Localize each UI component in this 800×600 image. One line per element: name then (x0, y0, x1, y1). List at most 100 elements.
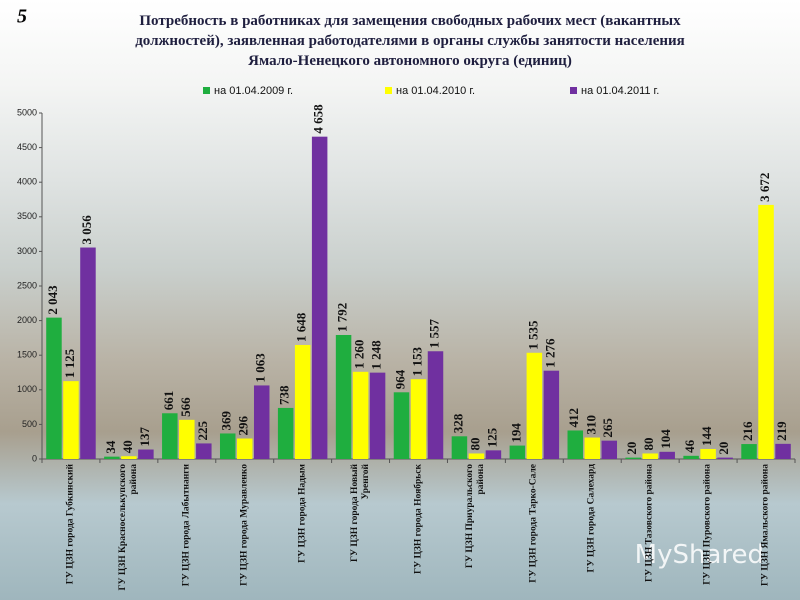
legend-swatch (385, 87, 392, 94)
y-tick-label: 1500 (17, 350, 37, 360)
bar (775, 443, 791, 459)
data-label: 1 063 (253, 353, 268, 383)
bar (717, 457, 733, 459)
x-tick-label: ГУ ЦЗН города Лабытнанги (181, 464, 192, 587)
bar (46, 317, 62, 459)
data-label: 1 792 (335, 303, 350, 332)
data-label: 3 056 (79, 215, 94, 245)
slide-number: 5 (17, 6, 27, 28)
data-label: 1 557 (426, 319, 441, 349)
y-tick-label: 5000 (17, 107, 37, 117)
y-tick-label: 3000 (17, 246, 37, 256)
data-label: 219 (774, 421, 789, 441)
data-label: 80 (467, 437, 482, 450)
data-label: 310 (583, 415, 598, 435)
bar (179, 419, 195, 459)
data-label: 34 (103, 440, 118, 454)
data-label: 144 (699, 426, 714, 446)
data-label: 1 260 (352, 340, 367, 369)
bar (758, 204, 774, 459)
legend-label: на 01.04.2010 г. (396, 85, 475, 97)
bar (642, 453, 658, 459)
bar (451, 436, 468, 459)
x-tick-label: ГУ ЦЗН Тазовского района (644, 464, 655, 582)
y-tick-label: 4000 (17, 177, 37, 187)
data-label: 566 (178, 397, 193, 417)
x-tick-label: ГУ ЦЗН города Новый Уренгой (349, 464, 371, 563)
y-tick-label: 2000 (17, 315, 37, 325)
bar (567, 430, 584, 459)
bar (526, 352, 543, 459)
bar (104, 456, 120, 459)
watermark: MyShared (634, 540, 764, 570)
data-label: 1 125 (62, 348, 77, 378)
bar (468, 453, 485, 459)
x-tick-label: ГУ ЦЗН города Губкинский (65, 464, 76, 585)
data-label: 1 648 (294, 312, 309, 342)
bar (601, 440, 618, 459)
data-label: 137 (137, 427, 152, 447)
data-label: 216 (740, 421, 755, 441)
bar (335, 334, 352, 459)
data-label: 1 535 (525, 320, 540, 350)
data-label: 296 (236, 416, 251, 436)
y-tick-label: 3500 (17, 211, 37, 221)
bar (485, 450, 502, 459)
data-label: 20 (624, 442, 639, 455)
legend-label: на 01.04.2009 г. (214, 85, 293, 97)
y-tick-label: 500 (22, 419, 37, 429)
data-label: 104 (658, 429, 673, 449)
data-label: 20 (716, 442, 731, 455)
bar (625, 457, 641, 459)
data-label: 80 (641, 437, 656, 450)
data-label: 1 276 (542, 338, 557, 368)
data-label: 1 248 (369, 340, 384, 370)
x-tick-label: ГУ ЦЗН Приуральского района (465, 464, 487, 569)
data-label: 369 (219, 410, 234, 430)
y-tick-label: 4500 (17, 142, 37, 152)
legend-label: на 01.04.2011 г. (581, 85, 659, 97)
data-label: 4 658 (311, 104, 326, 134)
legend-swatch (203, 87, 210, 94)
bar (121, 456, 137, 459)
y-tick-label: 1000 (17, 384, 37, 394)
bar (196, 443, 212, 459)
data-label: 1 153 (409, 346, 424, 376)
bar (659, 451, 675, 459)
bar (253, 385, 270, 459)
bar (410, 379, 427, 459)
x-tick-label: ГУ ЦЗН города Надым (297, 464, 308, 563)
data-label: 412 (566, 408, 581, 428)
data-label: 225 (195, 420, 210, 440)
data-label: 265 (600, 418, 615, 438)
bar (352, 371, 369, 459)
bar (393, 392, 410, 459)
bar (63, 381, 79, 459)
x-tick-label: ГУ ЦЗН города Салехард (586, 464, 597, 573)
chart-title: Потребность в работниках для замещения с… (135, 13, 685, 69)
bar (294, 344, 311, 459)
bar (509, 445, 526, 459)
bar (311, 136, 328, 460)
bar (80, 247, 96, 459)
bar (584, 437, 601, 459)
bar (683, 455, 699, 459)
x-tick-label: ГУ ЦЗН города Ноябрьск (413, 464, 423, 574)
bar (162, 413, 178, 459)
bar (700, 449, 716, 459)
x-tick-label: ГУ ЦЗН города Тарко-Сале (528, 464, 539, 583)
data-label: 2 043 (45, 285, 60, 315)
data-label: 661 (161, 391, 176, 411)
data-label: 3 672 (757, 173, 772, 202)
x-tick-label: ГУ ЦЗН Ямальского района (760, 464, 771, 587)
data-label: 125 (484, 427, 499, 447)
bar (369, 372, 386, 459)
bar (219, 433, 236, 459)
bar (543, 370, 560, 459)
data-label: 40 (120, 440, 135, 453)
bar (427, 351, 444, 459)
data-label: 738 (277, 385, 292, 405)
x-tick-label: ГУ ЦЗН Пуровского района (702, 464, 713, 585)
